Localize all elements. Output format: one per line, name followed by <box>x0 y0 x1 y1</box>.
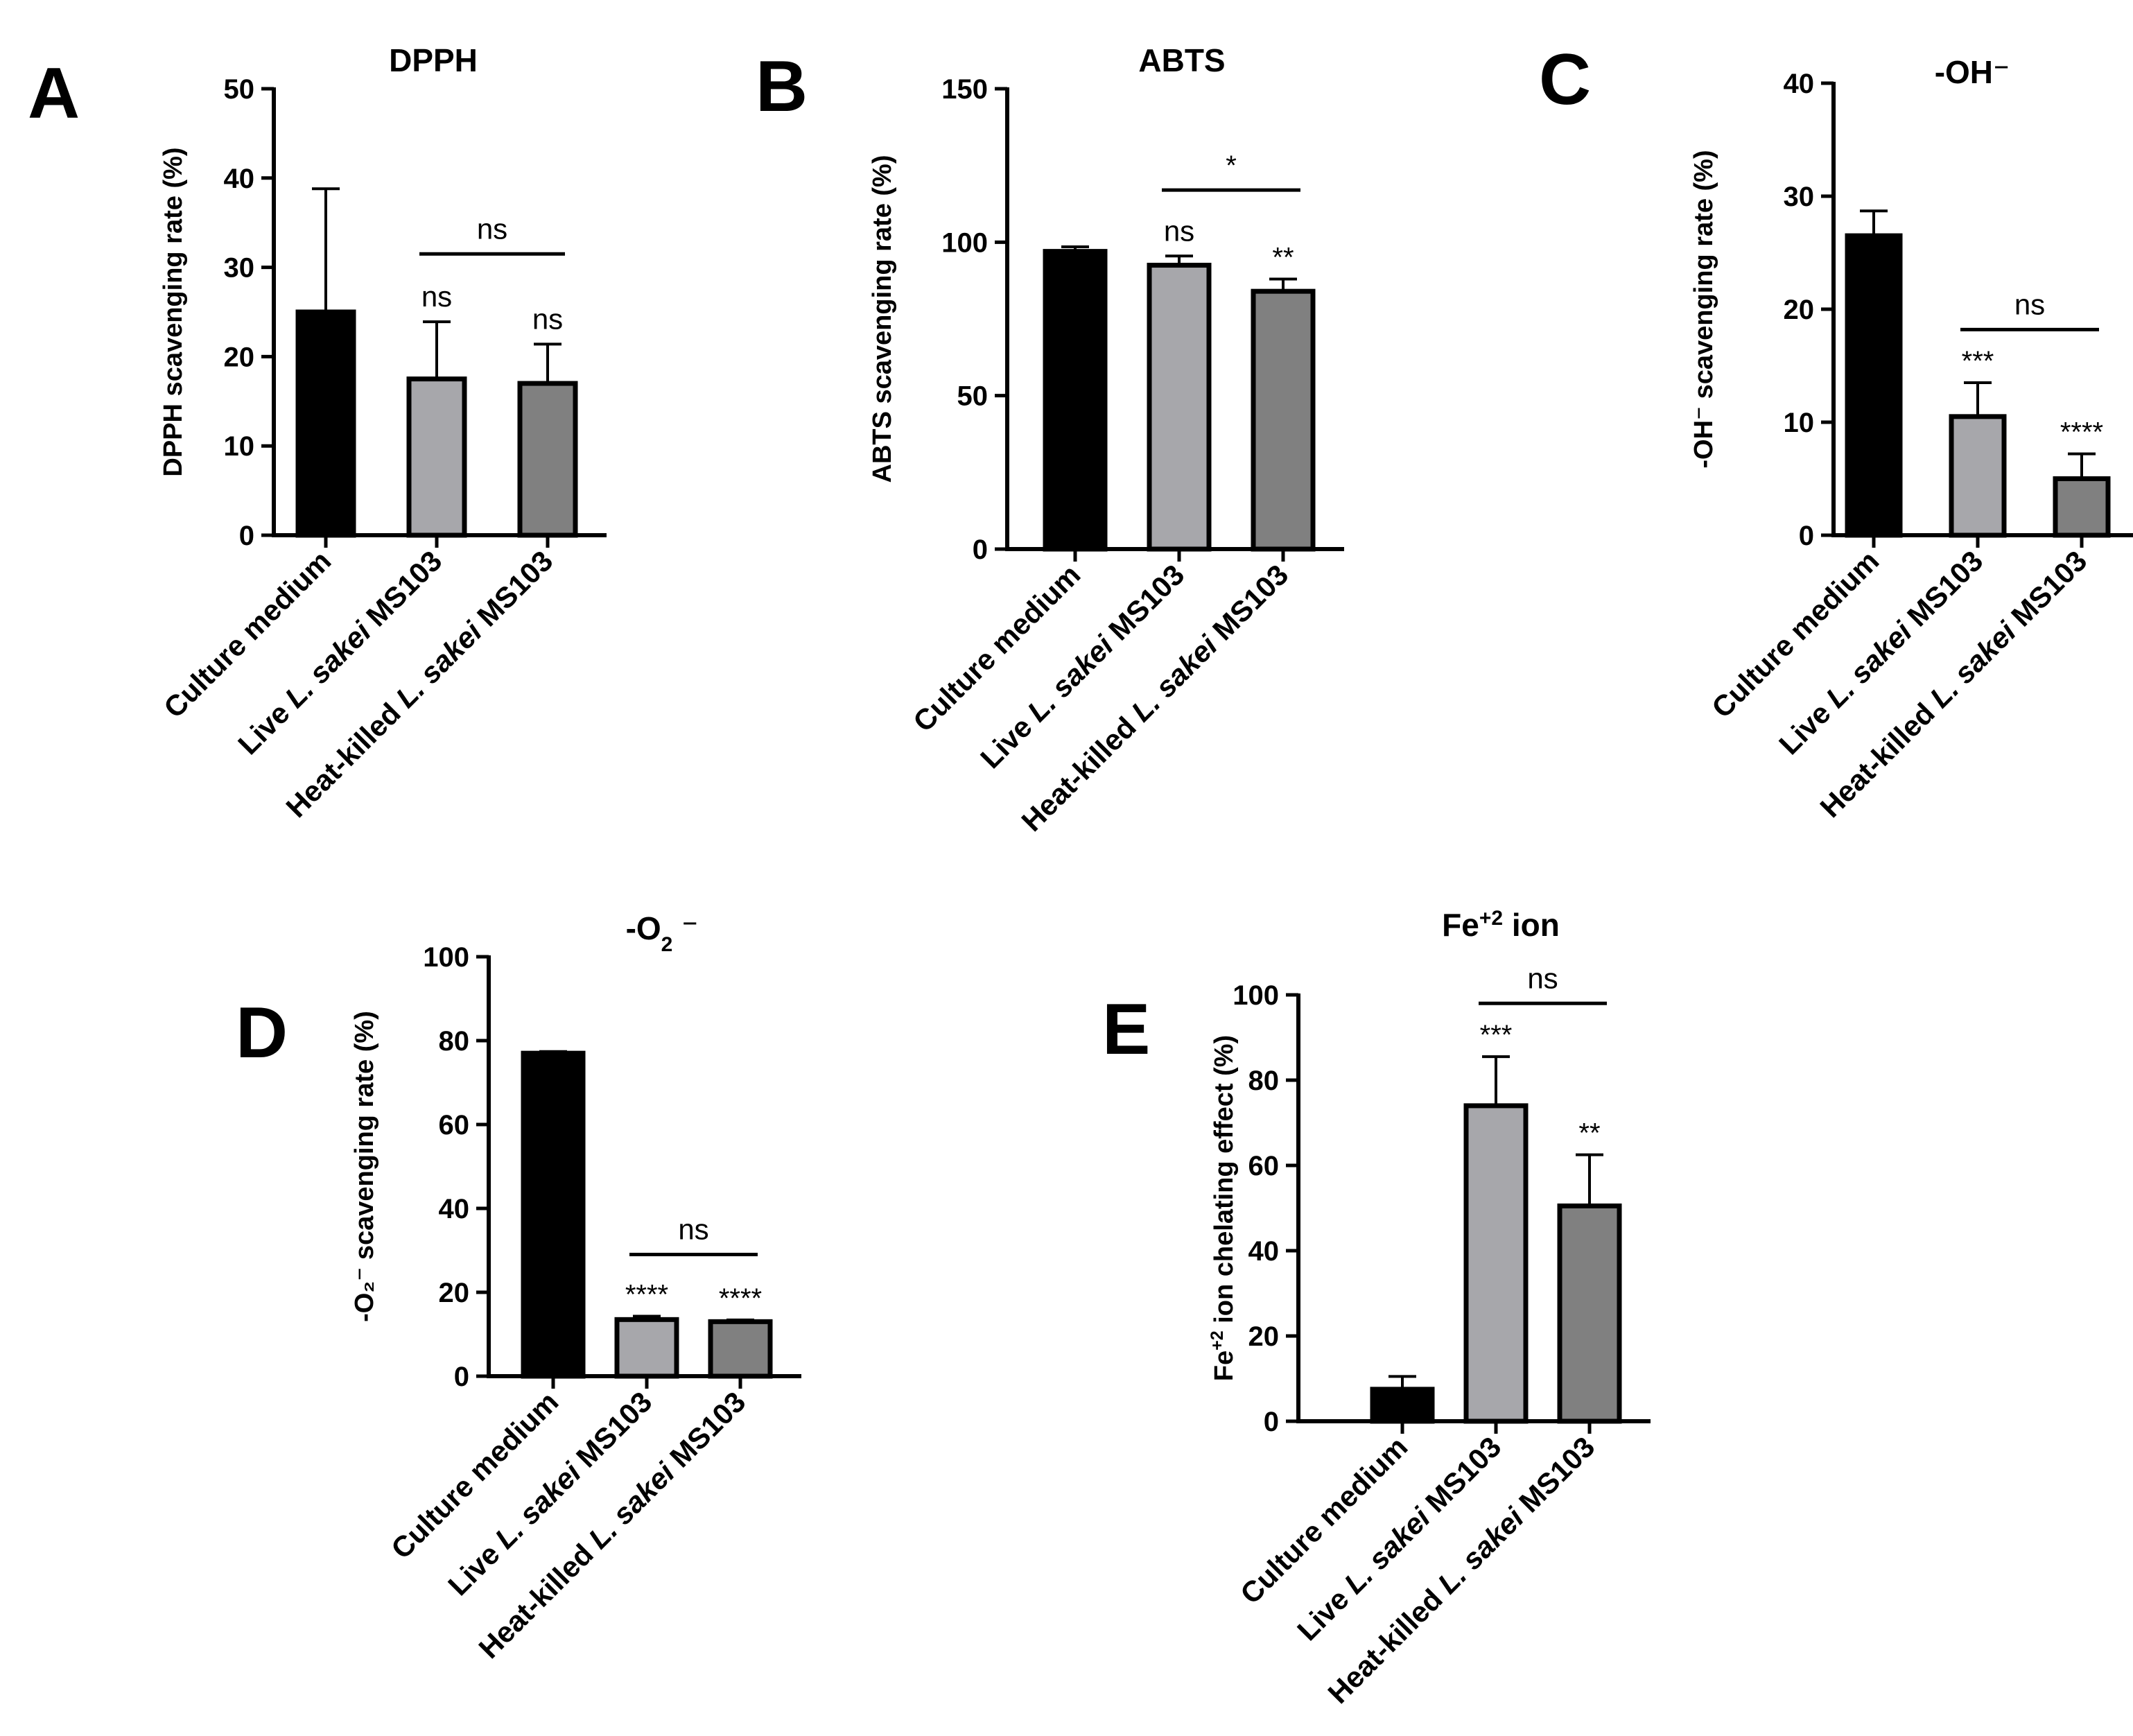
bar-3 <box>2053 476 2111 538</box>
y-tick-label: 40 <box>1248 1236 1280 1267</box>
bar-1 <box>1043 249 1108 552</box>
y-tick-label: 80 <box>439 1026 470 1057</box>
significance-label: *** <box>1962 346 1994 376</box>
y-tick-label: 80 <box>1248 1066 1280 1096</box>
y-tick-label: 60 <box>439 1110 470 1140</box>
panel-letter: B <box>756 46 808 127</box>
y-tick-label: 50 <box>224 74 255 105</box>
bar-2 <box>614 1317 679 1379</box>
y-axis-label: Fe+2 ion chelating effect (%) <box>1208 1035 1239 1381</box>
y-tick-label: 0 <box>454 1362 469 1392</box>
bar-2 <box>406 376 467 538</box>
y-tick-label: 40 <box>1784 69 1815 99</box>
y-tick-label: 20 <box>439 1278 470 1308</box>
y-tick-label: 0 <box>1799 521 1814 551</box>
bracket-label: ns <box>678 1213 708 1246</box>
y-tick-label: 50 <box>957 381 989 412</box>
panel-title: Fe+2 ion <box>1442 907 1560 944</box>
significance-label: **** <box>719 1283 762 1314</box>
panel-title: ABTS <box>1138 42 1225 78</box>
bar-2 <box>1949 414 2007 538</box>
y-tick-label: 150 <box>941 74 988 105</box>
y-tick-label: 100 <box>1233 980 1279 1011</box>
bar-1 <box>521 1050 586 1379</box>
panel-title: DPPH <box>389 42 478 78</box>
significance-label: **** <box>625 1279 668 1310</box>
y-tick-label: 10 <box>224 431 255 462</box>
y-tick-label: 10 <box>1784 408 1815 438</box>
bar-3 <box>1557 1203 1622 1424</box>
significance-label: **** <box>2060 417 2103 448</box>
significance-label: ns <box>1164 214 1194 247</box>
y-tick-label: 100 <box>941 227 988 258</box>
bracket-label: * <box>1226 150 1237 181</box>
panel-letter: C <box>1539 40 1591 120</box>
y-tick-label: 30 <box>224 253 255 284</box>
significance-label: *** <box>1480 1020 1513 1050</box>
bar-2 <box>1463 1103 1529 1424</box>
bracket-label: ns <box>2014 288 2045 320</box>
significance-label: ns <box>421 280 452 313</box>
y-tick-label: 0 <box>1264 1407 1279 1437</box>
bracket-label: ns <box>477 212 507 245</box>
bar-1 <box>1370 1387 1435 1424</box>
panel-letter: A <box>28 53 80 134</box>
bar-2 <box>1147 263 1212 552</box>
bar-3 <box>517 381 578 538</box>
y-axis-label: DPPH scavenging rate (%) <box>159 147 188 476</box>
significance-label: ** <box>1578 1118 1600 1149</box>
y-axis-label: -O₂⁻ scavenging rate (%) <box>350 1011 379 1322</box>
panel-letter: D <box>236 993 288 1073</box>
panel-letter: E <box>1102 989 1150 1070</box>
y-tick-label: 100 <box>423 942 469 973</box>
y-tick-label: 40 <box>439 1194 470 1224</box>
y-tick-label: 20 <box>1784 295 1815 325</box>
y-axis-label: -OH⁻ scavenging rate (%) <box>1689 150 1718 468</box>
panel-title: -O2 ⁻ <box>626 910 699 956</box>
y-tick-label: 0 <box>973 535 988 565</box>
y-tick-label: 60 <box>1248 1151 1280 1181</box>
panel-title: -OH⁻ <box>1935 54 2010 90</box>
bar-3 <box>1251 288 1316 552</box>
significance-label: ns <box>532 302 563 335</box>
y-tick-label: 20 <box>1248 1321 1280 1352</box>
y-tick-label: 30 <box>1784 182 1815 212</box>
y-tick-label: 40 <box>224 164 255 194</box>
y-axis-label: ABTS scavenging rate (%) <box>868 155 897 483</box>
bar-3 <box>708 1319 773 1379</box>
significance-label: ** <box>1272 242 1294 272</box>
bar-1 <box>1845 233 1903 538</box>
bracket-label: ns <box>1527 962 1558 994</box>
y-tick-label: 20 <box>224 342 255 372</box>
bar-1 <box>295 309 356 538</box>
y-tick-label: 0 <box>239 521 254 551</box>
